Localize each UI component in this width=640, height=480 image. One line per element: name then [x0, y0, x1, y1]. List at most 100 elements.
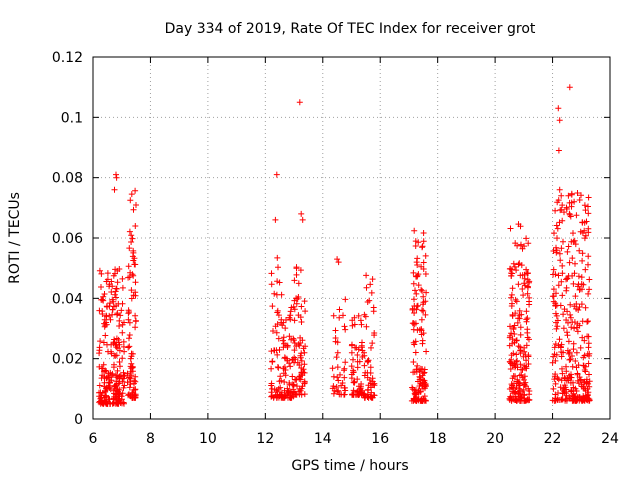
data-point	[355, 312, 362, 319]
y-tick-label: 0.08	[52, 171, 83, 187]
data-point	[563, 317, 570, 323]
data-point	[517, 391, 523, 398]
data-point	[97, 395, 104, 402]
data-point	[569, 255, 576, 262]
data-point	[553, 325, 560, 332]
data-point	[126, 335, 132, 342]
data-point	[114, 279, 121, 286]
data-point	[130, 206, 137, 213]
data-point	[414, 302, 421, 309]
data-point	[508, 266, 515, 273]
data-point	[281, 364, 288, 370]
data-point	[334, 349, 341, 356]
data-point	[558, 192, 565, 199]
data-point	[420, 238, 427, 245]
data-point	[555, 105, 562, 112]
data-point	[100, 361, 107, 368]
data-point	[296, 342, 303, 349]
data-point	[119, 275, 126, 282]
data-point	[515, 261, 522, 268]
data-point	[582, 232, 589, 239]
data-point	[571, 270, 578, 277]
data-point	[524, 315, 531, 322]
data-point	[563, 206, 570, 212]
data-point	[131, 377, 138, 384]
data-point	[558, 341, 565, 348]
data-point	[585, 344, 592, 351]
y-axis-label: ROTI / TECUs	[7, 192, 23, 284]
data-point	[508, 272, 515, 279]
x-tick-label: 8	[146, 431, 155, 447]
data-point	[113, 294, 119, 301]
data-point	[422, 385, 428, 392]
data-point	[128, 232, 135, 239]
data-point	[334, 256, 341, 263]
data-point	[411, 390, 418, 397]
data-point	[295, 294, 302, 300]
data-point	[127, 197, 134, 204]
data-point	[130, 257, 137, 264]
data-point	[103, 375, 110, 382]
data-point	[552, 302, 559, 309]
axis-ticks	[92, 56, 611, 420]
data-point	[422, 311, 429, 318]
data-point	[563, 392, 570, 399]
data-point	[559, 270, 566, 277]
data-point	[569, 353, 575, 359]
data-point	[364, 299, 371, 305]
data-point	[566, 356, 573, 363]
data-point	[581, 337, 588, 344]
data-point	[565, 338, 572, 345]
data-point	[555, 272, 562, 279]
data-point	[126, 343, 133, 350]
data-point	[519, 286, 526, 292]
data-point	[369, 378, 376, 385]
data-point	[128, 350, 135, 357]
data-point	[571, 325, 578, 332]
data-point	[112, 270, 118, 277]
data-point	[524, 290, 531, 297]
data-point	[561, 374, 568, 381]
data-point	[579, 286, 585, 293]
data-point	[114, 345, 121, 352]
data-point	[419, 307, 425, 314]
data-point	[361, 352, 368, 359]
data-point	[563, 363, 569, 370]
data-point	[292, 356, 299, 363]
data-point	[575, 362, 582, 369]
data-point	[127, 363, 134, 370]
data-point	[101, 291, 108, 297]
data-point	[330, 312, 337, 319]
data-point	[421, 379, 428, 386]
data-point	[523, 235, 530, 242]
data-point	[573, 349, 580, 356]
data-point	[116, 323, 123, 329]
data-point	[269, 358, 276, 365]
data-point	[108, 289, 115, 295]
data-point	[509, 313, 516, 319]
x-tick-label: 22	[544, 431, 562, 447]
data-point	[520, 292, 527, 299]
data-point	[280, 319, 287, 326]
data-point	[111, 336, 118, 343]
data-point	[130, 272, 137, 279]
data-point	[420, 330, 427, 337]
data-point	[580, 362, 587, 369]
data-point	[551, 230, 557, 237]
data-point	[350, 369, 357, 376]
data-point	[99, 311, 106, 317]
data-point	[281, 379, 288, 385]
data-point	[507, 366, 514, 372]
data-point	[586, 350, 593, 357]
data-point	[584, 318, 591, 325]
data-point	[297, 352, 304, 359]
data-point	[523, 342, 530, 349]
data-point	[567, 213, 574, 220]
data-point	[514, 357, 520, 364]
data-point	[574, 328, 581, 335]
data-point	[582, 266, 589, 273]
data-point	[514, 364, 521, 371]
data-point	[293, 271, 300, 278]
data-point	[298, 319, 305, 325]
